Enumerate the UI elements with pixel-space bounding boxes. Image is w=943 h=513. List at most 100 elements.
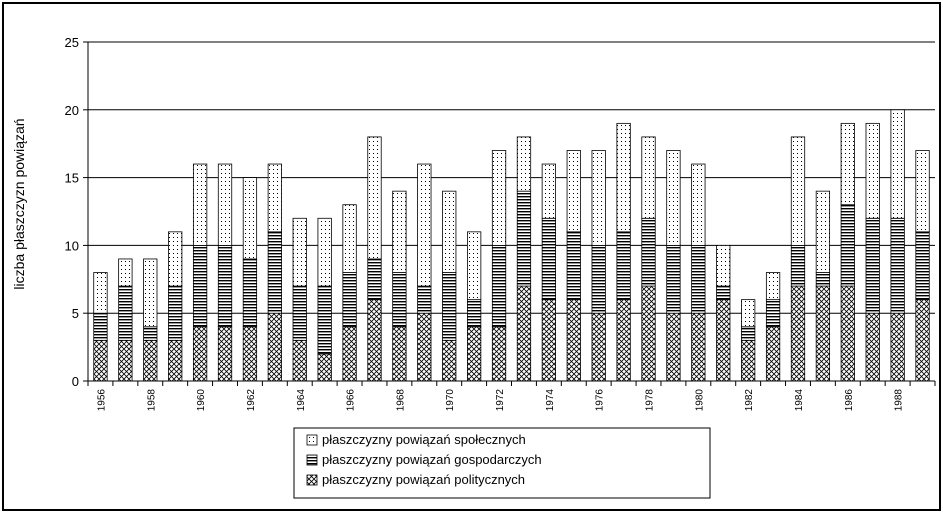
bar-segment	[815, 190, 831, 273]
bar-segment	[641, 217, 656, 287]
bar-segment	[915, 299, 930, 382]
bar-segment	[242, 177, 258, 260]
bar-segment	[217, 326, 233, 382]
bar-segment	[716, 299, 731, 382]
bar-segment	[93, 312, 108, 341]
bar-segment	[691, 312, 706, 382]
bar-segment	[616, 231, 631, 301]
bar-segment	[741, 326, 756, 341]
x-tick-label: 1956	[96, 389, 107, 412]
x-tick-label: 1962	[246, 389, 257, 412]
bar-segment	[765, 326, 781, 382]
bar-segment	[367, 136, 382, 260]
bar-segment	[541, 163, 556, 219]
bar-segment	[342, 326, 357, 382]
bar-segment	[815, 285, 831, 382]
bar-segment	[541, 217, 556, 301]
x-tick-label: 1974	[545, 389, 556, 412]
x-tick-label: 1984	[794, 389, 805, 412]
bar-segment	[118, 258, 133, 287]
bars	[93, 109, 930, 382]
bar-segment	[118, 285, 133, 341]
bar-segment	[666, 244, 681, 314]
bar-segment	[317, 217, 332, 287]
bar-segment	[143, 258, 158, 328]
x-tick-label: 1976	[595, 389, 606, 412]
x-tick-label: 1960	[196, 389, 207, 412]
bar-segment	[467, 326, 482, 382]
bar-segment	[716, 285, 731, 301]
bar-segment	[691, 163, 706, 246]
bar-segment	[591, 312, 606, 382]
gridlines	[88, 41, 935, 382]
bar-segment	[192, 326, 208, 382]
bar-segment	[741, 339, 756, 382]
bar-segment	[865, 217, 880, 314]
x-tick-label: 1988	[894, 389, 905, 412]
bar-segment	[317, 285, 332, 355]
bar-segment	[392, 190, 407, 273]
bar-segment	[217, 244, 233, 328]
y-tick-label: 5	[72, 306, 79, 321]
bar-segment	[367, 258, 382, 301]
y-tick-labels: 0 5 10 15 20 25	[65, 35, 79, 389]
bar-segment	[491, 244, 507, 328]
bar-segment	[566, 299, 581, 382]
bar-segment	[890, 109, 905, 219]
bar-segment	[168, 339, 183, 382]
bar-segment	[93, 272, 108, 314]
bar-segment	[591, 150, 606, 246]
bar-segment	[865, 122, 880, 219]
bar-segment	[890, 312, 905, 382]
x-tick-labels: 1956 1958 1960 1962 1964 1966 1968 1970 1972 1974…	[96, 389, 904, 412]
bar-segment	[840, 122, 855, 206]
bar-segment	[143, 339, 158, 382]
y-tick-label: 25	[65, 35, 79, 50]
bar-segment	[168, 231, 183, 287]
bar-segment	[666, 150, 681, 246]
y-axis-label: liczba płaszczyzn powiązań	[11, 118, 27, 289]
legend-swatch	[306, 454, 318, 466]
x-tick-label: 1982	[744, 389, 755, 412]
bar-segment	[616, 299, 631, 382]
bar-segment	[840, 204, 855, 287]
bar-segment	[491, 150, 507, 246]
legend-entry: płaszczyzny powiązań gospodarczych	[322, 452, 542, 467]
bar-segment	[915, 231, 930, 301]
bar-segment	[342, 204, 357, 273]
axes	[83, 41, 936, 386]
legend-entry: płaszczyzny powiązań politycznych	[322, 472, 525, 487]
bar-segment	[192, 163, 208, 246]
bar-segment	[467, 231, 482, 301]
bar-segment	[691, 244, 706, 314]
bar-segment	[417, 163, 432, 287]
legend-swatch	[306, 434, 318, 446]
bar-segment	[118, 339, 133, 382]
bar-segment	[442, 190, 457, 273]
bar-segment	[342, 272, 357, 328]
bar-segment	[93, 339, 108, 382]
bar-segment	[467, 299, 482, 328]
bar-segment	[566, 231, 581, 301]
y-tick-label: 20	[65, 103, 79, 118]
bar-segment	[790, 136, 806, 246]
bar-segment	[890, 217, 905, 314]
bar-segment	[541, 299, 556, 382]
bar-segment	[915, 150, 930, 233]
bar-segment	[666, 312, 681, 382]
bar-segment	[566, 150, 581, 233]
bar-segment	[242, 326, 258, 382]
bar-segment	[491, 326, 507, 382]
bar-segment	[242, 258, 258, 328]
x-tick-label: 1978	[645, 389, 656, 412]
legend-entry: płaszczyzny powiązań społecznych	[322, 432, 526, 447]
y-tick-label: 10	[65, 238, 79, 253]
bar-segment	[267, 312, 282, 382]
bar-segment	[267, 163, 282, 233]
legend: płaszczyzny powiązań społecznych płaszczy…	[293, 427, 711, 499]
bar-segment	[716, 244, 731, 287]
x-tick-label: 1966	[346, 389, 357, 412]
bar-segment	[192, 244, 208, 328]
bar-segment	[815, 272, 831, 287]
